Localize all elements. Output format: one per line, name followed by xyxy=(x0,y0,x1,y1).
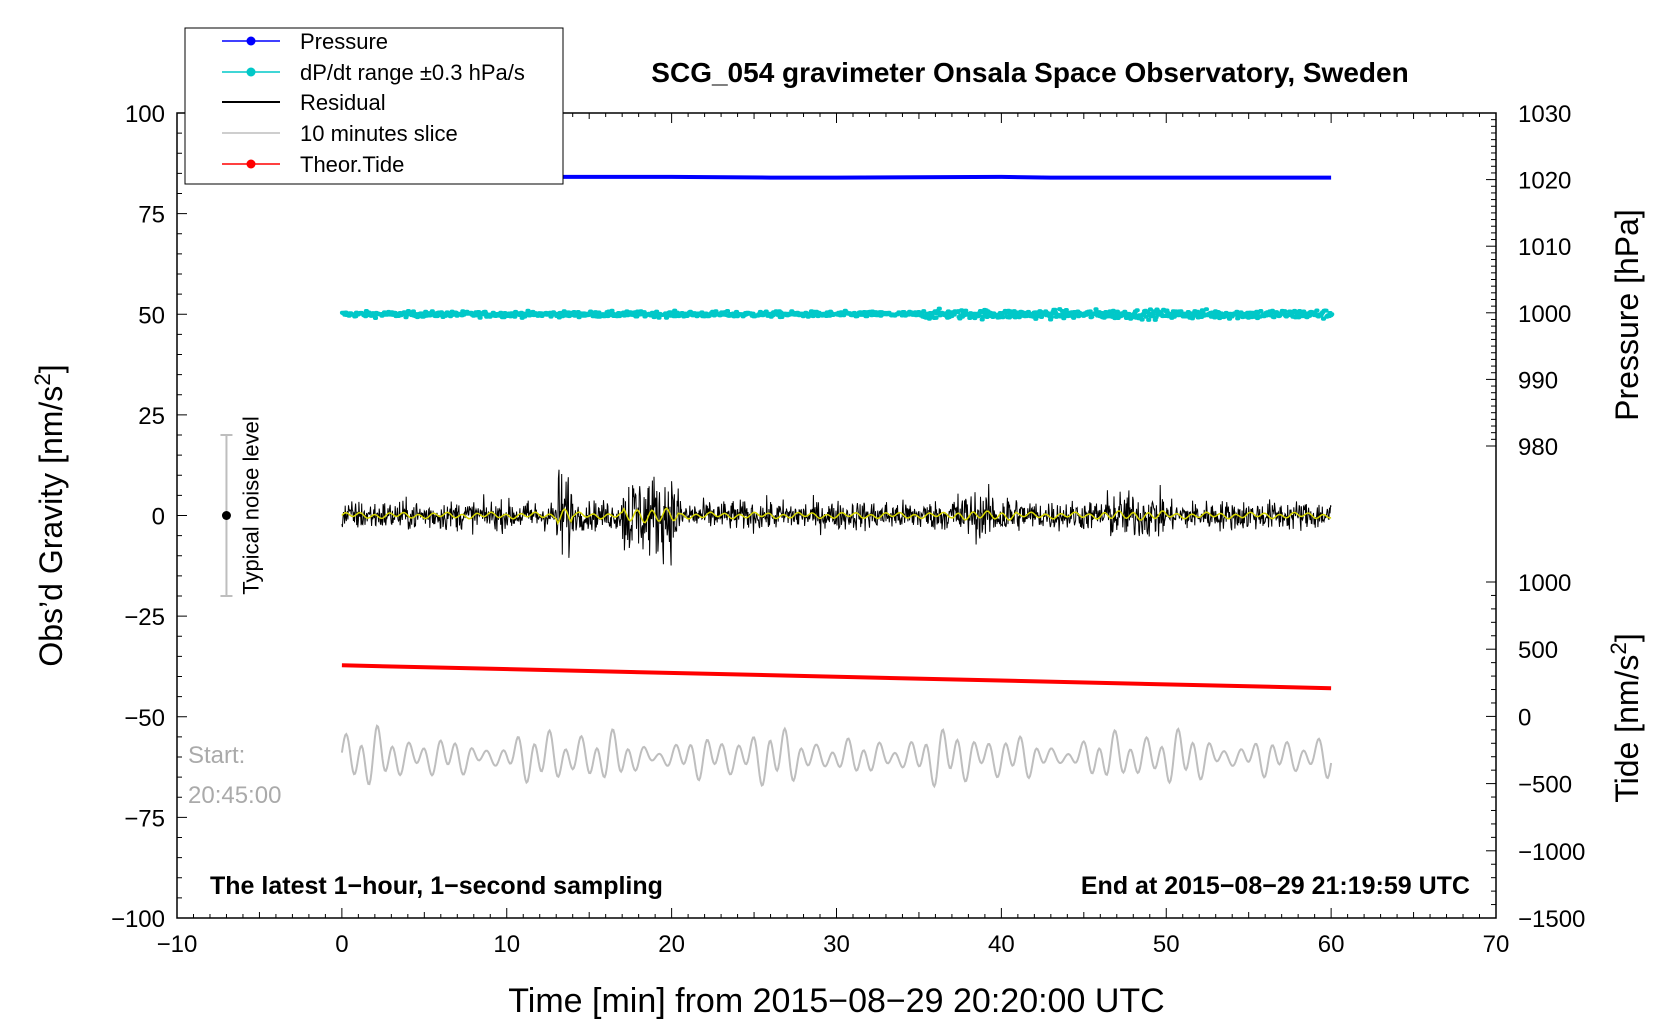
noise-bar-center-dot xyxy=(221,511,231,520)
legend-label-4: Theor.Tide xyxy=(300,152,404,177)
y-tick-label-left: −50 xyxy=(124,705,165,732)
pressure-tick-label: 1010 xyxy=(1518,234,1571,261)
y-tick-label-left: 100 xyxy=(125,101,165,128)
y-tick-label-left: −75 xyxy=(124,805,165,832)
noise-bar-label: Typical noise level xyxy=(238,416,263,595)
x-tick-label: 30 xyxy=(823,931,850,958)
x-tick-label: 70 xyxy=(1483,931,1510,958)
y-tick-label-left: −25 xyxy=(124,604,165,631)
y-axis-label-pressure: Pressure [hPa] xyxy=(1609,209,1645,421)
y-axis-label-left: Obs’d Gravity [nm/s2] xyxy=(30,364,70,666)
pressure-tick-label: 1000 xyxy=(1518,301,1571,328)
bottom-left-note: The latest 1−hour, 1−second sampling xyxy=(210,872,663,900)
bottom-right-note: End at 2015−08−29 21:19:59 UTC xyxy=(1081,872,1470,900)
x-tick-label: 10 xyxy=(493,931,520,958)
x-axis-label: Time [min] from 2015−08−29 20:20:00 UTC xyxy=(508,982,1164,1020)
tide-tick-label: 1000 xyxy=(1518,570,1571,597)
pressure-tick-label: 980 xyxy=(1518,434,1558,461)
tide-tick-label: 500 xyxy=(1518,637,1558,664)
series-dpdt-points xyxy=(339,306,1335,322)
y-tick-label-left: 75 xyxy=(138,202,165,229)
legend-marker-1 xyxy=(246,67,256,77)
tide-tick-label: −1500 xyxy=(1518,906,1585,933)
tide-tick-label: −500 xyxy=(1518,772,1572,799)
pressure-tick-label: 1020 xyxy=(1518,168,1571,195)
chart-title: SCG_054 gravimeter Onsala Space Observat… xyxy=(651,57,1408,88)
legend-label-0: Pressure xyxy=(300,29,388,54)
series-slice-line xyxy=(340,724,1333,789)
slice-start-time: 20:45:00 xyxy=(188,782,281,809)
x-tick-label: 40 xyxy=(988,931,1015,958)
legend-label-3: 10 minutes slice xyxy=(300,121,458,146)
x-tick-label: 50 xyxy=(1153,931,1180,958)
tide-tick-label: −1000 xyxy=(1518,839,1585,866)
x-tick-label: −10 xyxy=(157,931,198,958)
tide-tick-label: 0 xyxy=(1518,704,1531,731)
pressure-tick-label: 1030 xyxy=(1518,101,1571,128)
series-residual-smoothed xyxy=(341,507,1332,526)
pressure-tick-label: 990 xyxy=(1518,367,1558,394)
y-tick-label-left: 25 xyxy=(138,403,165,430)
legend-label-1: dP/dt range ±0.3 hPa/s xyxy=(300,60,525,85)
y-axis-label-tide: Tide [nm/s2] xyxy=(1606,633,1646,803)
series-residual-line xyxy=(341,469,1332,566)
legend-marker-0 xyxy=(246,36,256,46)
x-tick-label: 60 xyxy=(1318,931,1345,958)
slice-start-label: Start: xyxy=(188,742,245,769)
x-tick-label: 20 xyxy=(658,931,685,958)
y-tick-label-left: 50 xyxy=(138,302,165,329)
y-tick-label-left: −100 xyxy=(111,906,165,933)
legend-label-2: Residual xyxy=(300,90,386,115)
y-tick-label-left: 0 xyxy=(152,504,165,531)
legend-marker-4 xyxy=(246,159,256,169)
x-tick-label: 0 xyxy=(335,931,348,958)
series-tide-line xyxy=(341,663,1332,691)
legend-box xyxy=(184,27,564,185)
